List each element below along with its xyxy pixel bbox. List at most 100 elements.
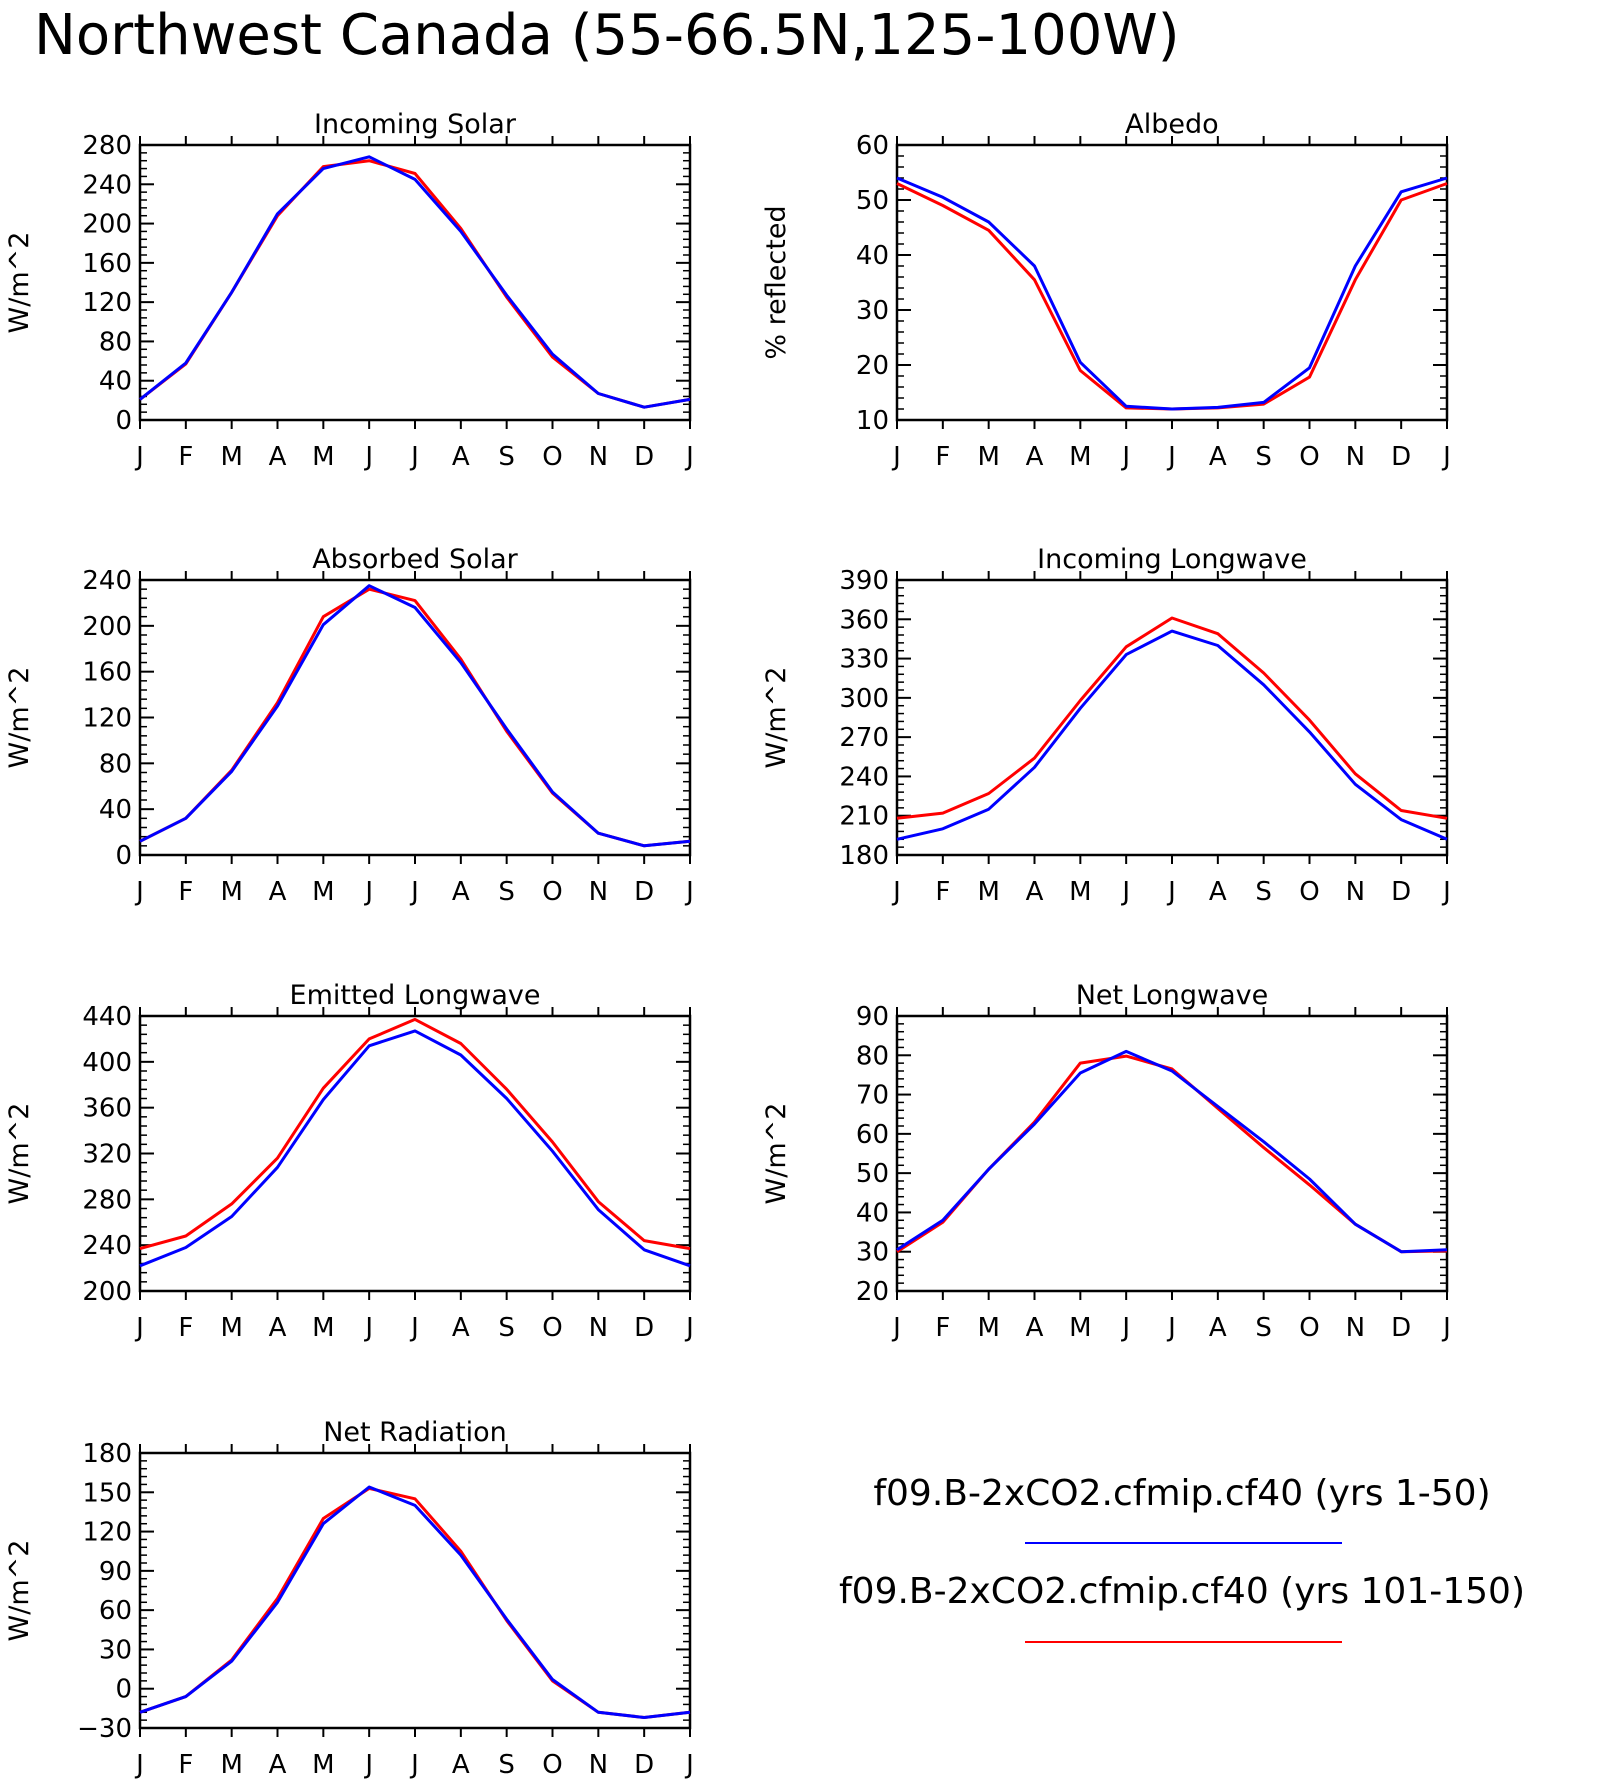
emitted-longwave-x-tick-label: N	[589, 1313, 608, 1343]
incoming-longwave-x-tick-label: A	[1209, 877, 1227, 907]
incoming-longwave-y-tick-label: 210	[839, 802, 889, 832]
incoming-solar-y-tick-label: 0	[115, 406, 132, 436]
emitted-longwave-y-axis-label: W/m^2	[4, 1103, 35, 1205]
net-radiation-y-tick-label: 0	[115, 1675, 132, 1705]
albedo-title: Albedo	[1125, 109, 1218, 140]
net-radiation-y-tick-label: 180	[82, 1439, 132, 1469]
net-radiation-title: Net Radiation	[323, 1417, 507, 1448]
net-radiation-series-blue-line	[139, 1485, 691, 1719]
absorbed-solar-y-tick-label: 240	[82, 566, 132, 596]
albedo-x-tick-label: J	[891, 442, 901, 472]
net-longwave-y-tick-label: 30	[856, 1238, 889, 1268]
emitted-longwave-x-tick-label: M	[312, 1313, 334, 1343]
net-longwave-x-tick-label: A	[1026, 1313, 1044, 1343]
absorbed-solar-x-tick-label: J	[363, 877, 373, 907]
incoming-solar-y-tick-label: 240	[82, 170, 132, 200]
incoming-longwave-x-tick-label: M	[1069, 877, 1091, 907]
albedo-x-tick-label: S	[1255, 442, 1272, 472]
incoming-longwave-y-tick-label: 180	[839, 841, 889, 871]
incoming-longwave-y-tick-label: 300	[839, 684, 889, 714]
emitted-longwave-y-tick-label: 400	[82, 1048, 132, 1078]
net-radiation-x-tick-label: N	[589, 1750, 608, 1780]
incoming-solar-y-tick-label: 120	[82, 288, 132, 318]
emitted-longwave-series-red-line	[139, 1017, 691, 1251]
albedo-x-tick-label: F	[935, 442, 950, 472]
incoming-solar-y-axis-label: W/m^2	[4, 232, 35, 334]
emitted-longwave-x-tick-label: F	[178, 1313, 193, 1343]
incoming-longwave-x-tick-label: N	[1346, 877, 1365, 907]
albedo-x-tick-label: J	[1166, 442, 1176, 472]
absorbed-solar-series-red-line	[139, 587, 691, 848]
incoming-solar-y-tick-label: 200	[82, 210, 132, 240]
incoming-longwave-x-tick-label: J	[1120, 877, 1130, 907]
net-radiation-x-tick-label: J	[409, 1750, 419, 1780]
incoming-solar-y-tick-label: 80	[99, 327, 132, 357]
net-radiation-x-tick-label: J	[134, 1750, 144, 1780]
emitted-longwave-x-tick-label: J	[684, 1313, 694, 1343]
albedo-x-tick-label: A	[1026, 442, 1044, 472]
absorbed-solar-x-tick-label: J	[684, 877, 694, 907]
incoming-solar-x-tick-label: A	[452, 442, 470, 472]
emitted-longwave-y-tick-label: 360	[82, 1094, 132, 1124]
incoming-longwave-y-tick-label: 330	[839, 645, 889, 675]
net-radiation-x-tick-label: J	[363, 1750, 373, 1780]
absorbed-solar-x-tick-label: F	[178, 877, 193, 907]
net-longwave-x-tick-label: J	[1166, 1313, 1176, 1343]
absorbed-solar-x-tick-label: M	[220, 877, 242, 907]
legend-label-red: f09.B-2xCO2.cfmip.cf40 (yrs 101-150)	[839, 1571, 1525, 1612]
net-longwave-x-tick-label: A	[1209, 1313, 1227, 1343]
absorbed-solar-x-tick-label: S	[498, 877, 515, 907]
absorbed-solar-y-tick-label: 160	[82, 658, 132, 688]
absorbed-solar-series-blue-line	[139, 584, 691, 848]
net-radiation-y-axis-label: W/m^2	[4, 1540, 35, 1642]
net-radiation-x-tick-label: M	[220, 1750, 242, 1780]
net-radiation-y-tick-label: 90	[99, 1557, 132, 1587]
net-longwave-x-tick-label: M	[977, 1313, 999, 1343]
incoming-longwave-x-tick-label: J	[1166, 877, 1176, 907]
absorbed-solar-y-tick-label: 200	[82, 612, 132, 642]
incoming-longwave-x-tick-label: F	[935, 877, 950, 907]
emitted-longwave-series-blue-line	[139, 1029, 691, 1268]
emitted-longwave-x-tick-label: M	[220, 1313, 242, 1343]
incoming-longwave-x-tick-label: A	[1026, 877, 1044, 907]
albedo-y-axis-label: % reflected	[761, 205, 792, 359]
net-longwave-series-blue-line	[896, 1049, 1448, 1254]
incoming-solar-x-tick-label: M	[312, 442, 334, 472]
incoming-longwave-y-tick-label: 270	[839, 723, 889, 753]
albedo-frame	[895, 143, 1449, 422]
net-longwave-x-tick-label: S	[1255, 1313, 1272, 1343]
albedo-x-tick-label: O	[1299, 442, 1319, 472]
emitted-longwave-x-tick-label: A	[269, 1313, 287, 1343]
incoming-longwave-series-red-line	[896, 616, 1448, 820]
absorbed-solar-x-tick-label: D	[634, 877, 654, 907]
emitted-longwave-y-axis: 200 240 280 320 360 400 440	[82, 1002, 690, 1307]
incoming-solar-x-tick-label: F	[178, 442, 193, 472]
net-radiation-x-tick-label: S	[498, 1750, 515, 1780]
net-radiation-x-tick-label: A	[452, 1750, 470, 1780]
absorbed-solar-x-tick-label: J	[134, 877, 144, 907]
net-longwave-title: Net Longwave	[1076, 980, 1269, 1011]
absorbed-solar-y-axis-label: W/m^2	[4, 667, 35, 769]
net-longwave-y-axis: 20 30 40 50 60 70 80 90	[856, 1002, 1447, 1307]
net-radiation-y-tick-label: 30	[99, 1635, 132, 1665]
net-radiation-x-tick-label: O	[542, 1750, 562, 1780]
net-radiation-series-red-line	[139, 1486, 691, 1719]
emitted-longwave-x-tick-label: J	[363, 1313, 373, 1343]
net-longwave-y-tick-label: 40	[856, 1198, 889, 1228]
albedo-y-tick-label: 10	[856, 406, 889, 436]
incoming-solar-x-tick-label: D	[634, 442, 654, 472]
albedo-x-tick-label: A	[1209, 442, 1227, 472]
incoming-longwave-x-tick-label: D	[1391, 877, 1411, 907]
absorbed-solar-frame	[138, 578, 692, 857]
net-longwave-x-tick-label: F	[935, 1313, 950, 1343]
net-longwave-x-tick-label: J	[1120, 1313, 1130, 1343]
incoming-longwave-y-tick-label: 360	[839, 605, 889, 635]
